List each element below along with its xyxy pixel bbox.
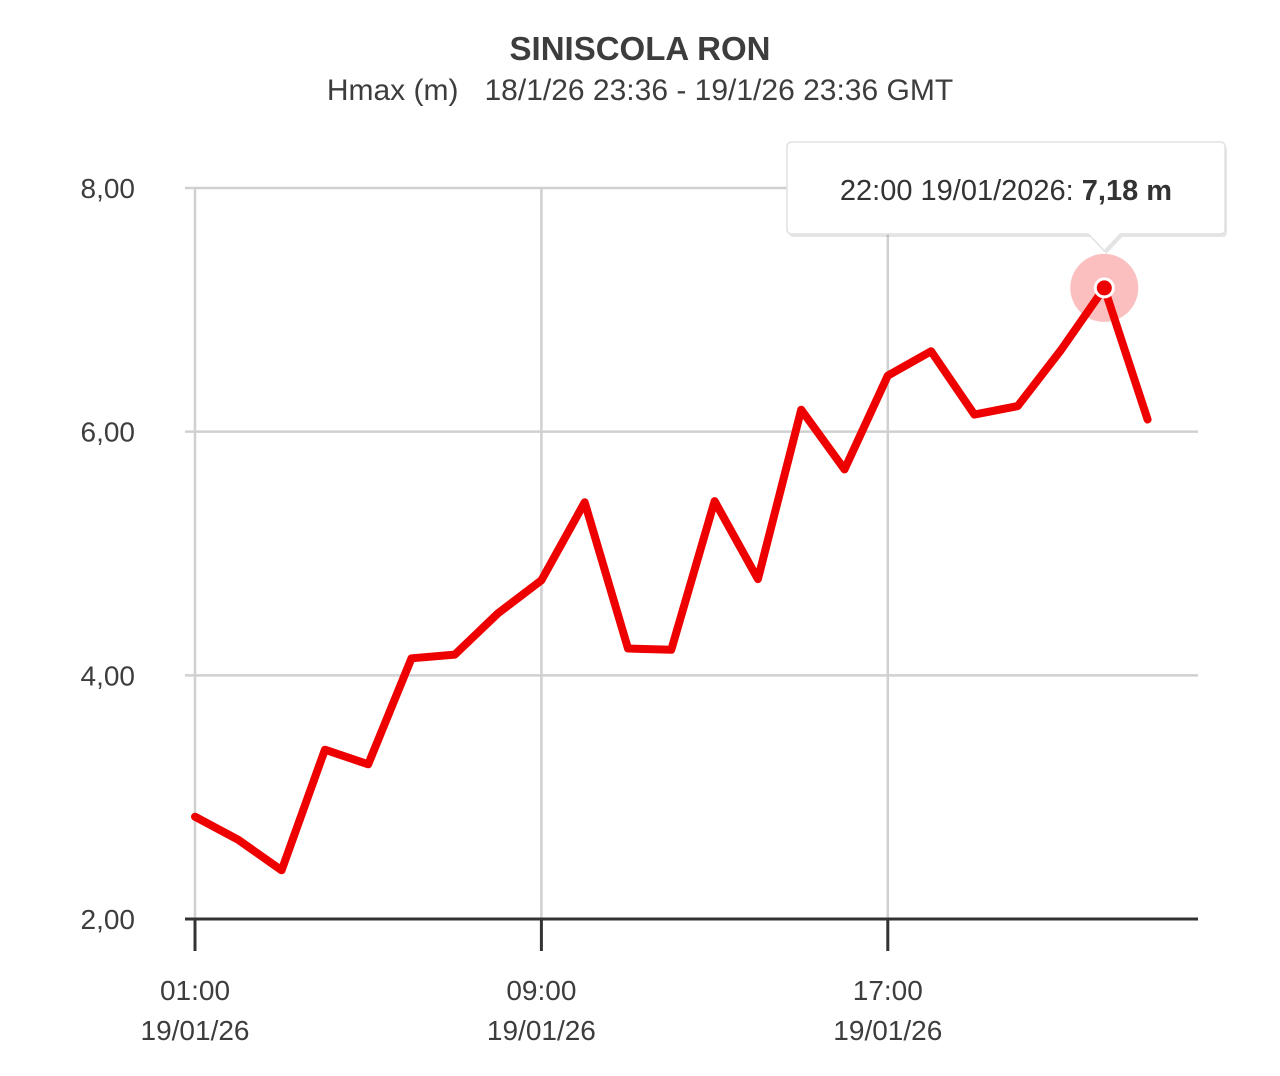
data-point (494, 609, 502, 617)
tooltip-value: 7,18 m (1082, 175, 1172, 207)
data-point (884, 372, 892, 380)
subtitle-variable: Hmax (m) (327, 74, 459, 107)
data-point (927, 347, 935, 355)
series-line (191, 283, 1152, 875)
data-point (624, 645, 632, 653)
x-tick-label-time: 09:00 (506, 975, 576, 1006)
tooltip: 22:00 19/01/2026: 7,18 m (786, 141, 1227, 322)
x-tick-label-date: 19/01/26 (141, 1015, 250, 1046)
chart-title: SINISCOLA RON (510, 30, 771, 67)
y-tick-label: 8,00 (81, 173, 136, 204)
hover-point (1093, 277, 1115, 299)
data-point (581, 498, 589, 506)
data-point (711, 497, 719, 505)
data-point (234, 836, 242, 844)
tooltip-box (786, 141, 1226, 252)
x-tick-label-time: 17:00 (853, 975, 923, 1006)
grid (185, 186, 1198, 919)
y-tick-label: 6,00 (81, 417, 136, 448)
tooltip-text: 22:00 19/01/2026: 7,18 m (840, 175, 1172, 207)
y-tick-label: 2,00 (81, 904, 136, 935)
data-point (408, 654, 416, 662)
data-point (451, 651, 459, 659)
data-point (278, 866, 286, 874)
subtitle-range: 18/1/26 23:36 - 19/1/26 23:36 GMT (485, 74, 954, 107)
data-point (970, 411, 978, 419)
data-point (1144, 415, 1152, 423)
data-point (321, 746, 329, 754)
x-tick-label-date: 19/01/26 (487, 1015, 596, 1046)
x-tick-label-time: 01:00 (160, 975, 230, 1006)
y-tick-label: 4,00 (81, 660, 136, 691)
data-point (537, 576, 545, 584)
data-point (364, 760, 372, 768)
x-tick-label-date: 19/01/26 (833, 1015, 942, 1046)
axes: 2,00 4,00 6,00 8,00 01:00 19/01/26 09:00 19/01/… (81, 173, 1198, 1046)
data-point (754, 575, 762, 583)
data-point (797, 406, 805, 414)
chart-subtitle: Hmax (m) 18/1/26 23:36 - 19/1/26 23:36 GM… (327, 74, 953, 107)
data-point (841, 465, 849, 473)
data-point (1057, 346, 1065, 354)
data-point (191, 813, 199, 821)
tooltip-label: 22:00 19/01/2026: (840, 175, 1082, 207)
data-point (667, 646, 675, 654)
series (191, 283, 1152, 875)
data-point (1014, 402, 1022, 410)
